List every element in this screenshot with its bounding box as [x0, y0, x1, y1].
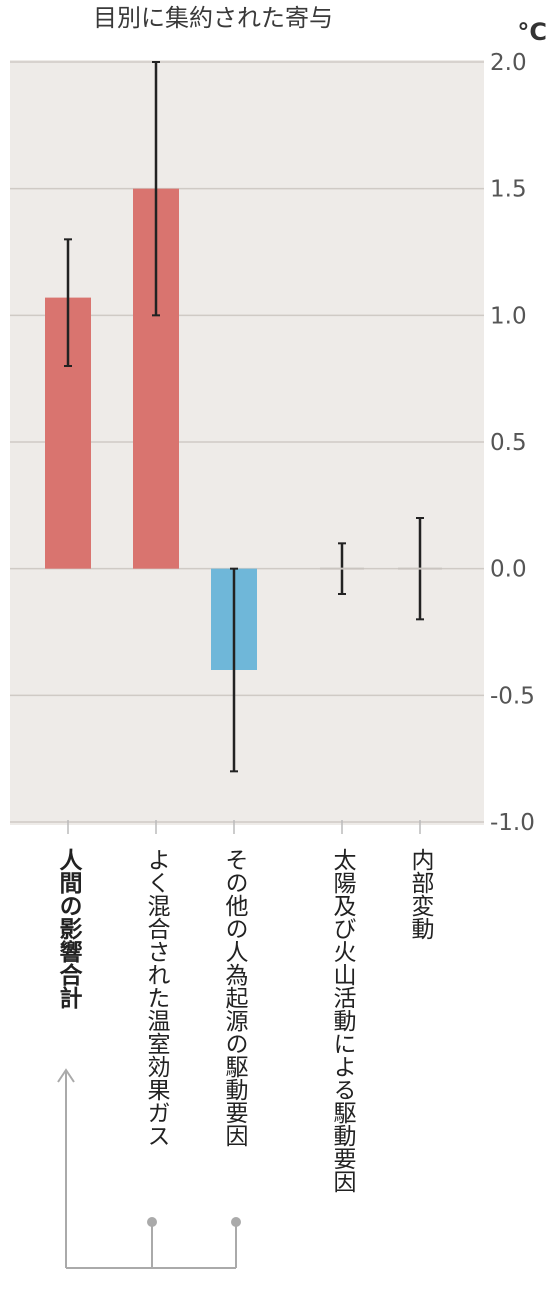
category-label: 人間の影響合計 [55, 848, 83, 1009]
category-labels: 人間の影響合計 よく混合された温室効果ガス その他の人為起源の駆動要因 太陽及び火山活… [55, 820, 435, 1193]
bracket-dot-ghg [147, 1217, 157, 1227]
y-tick-label: 0.5 [490, 430, 527, 456]
category-label: 太陽及び火山活動による駆動要因 [329, 848, 357, 1193]
bracket-arrow-icon [57, 1068, 75, 1083]
y-tick-label: 1.5 [490, 177, 527, 203]
chart-title: 目別に集約された寄与 [93, 4, 333, 32]
y-tick-label: 1.0 [490, 303, 527, 329]
y-tick-label: 2.0 [490, 50, 527, 76]
category-label: よく混合された温室効果ガス [143, 848, 171, 1147]
y-tick-label: -1.0 [490, 810, 535, 836]
error-bars [64, 61, 442, 773]
category-label: その他の人為起源の駆動要因 [221, 848, 249, 1147]
y-tick-label: 0.0 [490, 557, 527, 583]
grouping-bracket [57, 1068, 241, 1269]
y-tick-label: -0.5 [490, 683, 535, 709]
bracket-dot-other [231, 1217, 241, 1227]
y-axis-ticks: 2.0 1.5 1.0 0.5 0.0 -0.5 -1.0 [490, 50, 535, 836]
category-label: 内部変動 [407, 848, 435, 940]
unit-label: °C [517, 18, 547, 46]
